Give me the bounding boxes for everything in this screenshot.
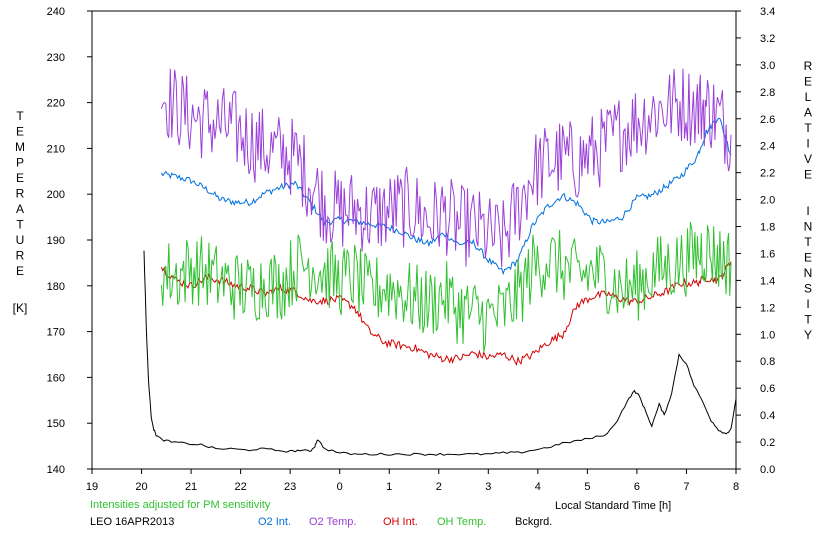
y-left-tick-label: 210 (47, 143, 65, 155)
x-tick-label: 20 (135, 481, 147, 493)
y-left-label-letter: T (16, 218, 24, 232)
y-right-label-letter: L (805, 90, 812, 104)
x-tick-label: 1 (386, 481, 392, 493)
legend-oh-temp: OH Temp. (437, 516, 487, 528)
y-right-label-letter: I (806, 297, 809, 311)
y-right-tick-label: 1.0 (760, 329, 775, 341)
y-right-tick-label: 0.8 (760, 356, 775, 368)
y-right-label-letter: N (804, 220, 813, 234)
y-right-label-letter: E (804, 75, 812, 89)
station-date: LEO 16APR2013 (90, 516, 175, 528)
y-right-label-letter: Y (804, 328, 812, 342)
legend-o2-temp: O2 Temp. (309, 516, 357, 528)
y-right-tick-label: 2.2 (760, 168, 775, 180)
plot-area (91, 10, 737, 470)
series-lines (143, 68, 737, 456)
y-left-tick-label: 190 (47, 235, 65, 247)
y-left-tick-label: 160 (47, 372, 65, 384)
x-tick-label: 19 (86, 481, 98, 493)
y-left-label-letter: P (16, 156, 24, 170)
x-tick-label: 21 (185, 481, 197, 493)
series-line-bckgrd (143, 250, 737, 456)
note-text: Intensities adjusted for PM sensitivity (90, 499, 271, 511)
x-axis-label: Local Standard Time [h] (555, 500, 672, 512)
y-right-tick-label: 3.2 (760, 33, 775, 45)
y-left-label-letter: U (16, 233, 25, 247)
y-right-tick-label: 2.0 (760, 195, 775, 207)
y-left-label-letter: R (16, 187, 25, 201)
y-right-label-letter: R (804, 59, 813, 73)
y-right-label-letter: S (804, 282, 812, 296)
y-right-tick-label: 0.0 (760, 464, 775, 476)
y-left-unit: [K] (13, 301, 28, 315)
series-line-o2-int (160, 117, 732, 276)
y-right-tick-label: 1.2 (760, 302, 775, 314)
y-right-tick-label: 1.8 (760, 222, 775, 234)
y-left-tick-label: 150 (47, 418, 65, 430)
y-right-tick-label: 3.0 (760, 60, 775, 72)
x-axis: 19 20 21 22 23 0 1 2 3 4 5 6 7 8 (86, 469, 739, 493)
y-right-tick-label: 1.6 (760, 248, 775, 260)
y-right-label-letter: I (806, 204, 809, 218)
y-right-tick-label: 1.4 (760, 275, 775, 287)
y-left-tick-label: 170 (47, 327, 65, 339)
y-right-tick-label: 3.4 (760, 6, 775, 18)
y-left-label-letter: M (15, 140, 25, 154)
y-axis-right: 0.0 0.2 0.4 0.6 0.8 1.0 1.2 1.4 1.6 1.8 2.0 2.2 2.4 2… (736, 6, 775, 476)
y-right-tick-label: 2.8 (760, 87, 775, 99)
y-right-tick-label: 0.4 (760, 410, 775, 422)
y-axis-left: 140 150 160 170 180 190 200 210 220 230 240 (47, 6, 92, 476)
y-left-label-letter: E (16, 125, 24, 139)
x-tick-label: 0 (337, 481, 343, 493)
y-right-label-letter: I (806, 137, 809, 151)
y-right-label-letter: A (804, 106, 812, 120)
y-right-label-letter: T (804, 121, 812, 135)
x-tick-label: 7 (683, 481, 689, 493)
y-right-label-letter: N (804, 266, 813, 280)
y-left-label-letter: E (16, 171, 24, 185)
y-right-tick-label: 0.6 (760, 383, 775, 395)
x-tick-label: 8 (733, 481, 739, 493)
y-left-tick-label: 180 (47, 281, 65, 293)
x-tick-label: 2 (436, 481, 442, 493)
y-right-label-letter: E (804, 251, 812, 265)
y-right-label-letter: T (804, 235, 812, 249)
x-tick-label: 4 (535, 481, 541, 493)
y-left-label-letter: T (16, 109, 24, 123)
y-left-tick-label: 140 (47, 464, 65, 476)
x-tick-label: 22 (234, 481, 246, 493)
x-tick-label: 23 (284, 481, 296, 493)
legend-oh-int: OH Int. (383, 516, 418, 528)
x-tick-label: 3 (485, 481, 491, 493)
y-right-label-letter: E (804, 168, 812, 182)
y-right-label-letter: T (804, 313, 812, 327)
y-left-label-letter: R (16, 249, 25, 263)
y-left-label-letter: E (16, 264, 24, 278)
series-line-o2-temp (160, 68, 732, 268)
y-left-tick-label: 200 (47, 189, 65, 201)
y-right-tick-label: 2.6 (760, 114, 775, 126)
y-right-label-letter: V (804, 152, 812, 166)
x-tick-label: 6 (634, 481, 640, 493)
y-left-tick-label: 240 (47, 6, 65, 18)
y-right-tick-label: 0.2 (760, 437, 775, 449)
y-right-tick-label: 2.4 (760, 141, 775, 153)
y-left-tick-label: 220 (47, 98, 65, 110)
series-line-oh-temp (160, 222, 732, 352)
legend-o2-int: O2 Int. (258, 516, 292, 528)
legend-bckgrd: Bckgrd. (515, 516, 553, 528)
y-left-label-letter: A (16, 202, 24, 216)
y-left-tick-label: 230 (47, 52, 65, 64)
x-tick-label: 5 (584, 481, 590, 493)
